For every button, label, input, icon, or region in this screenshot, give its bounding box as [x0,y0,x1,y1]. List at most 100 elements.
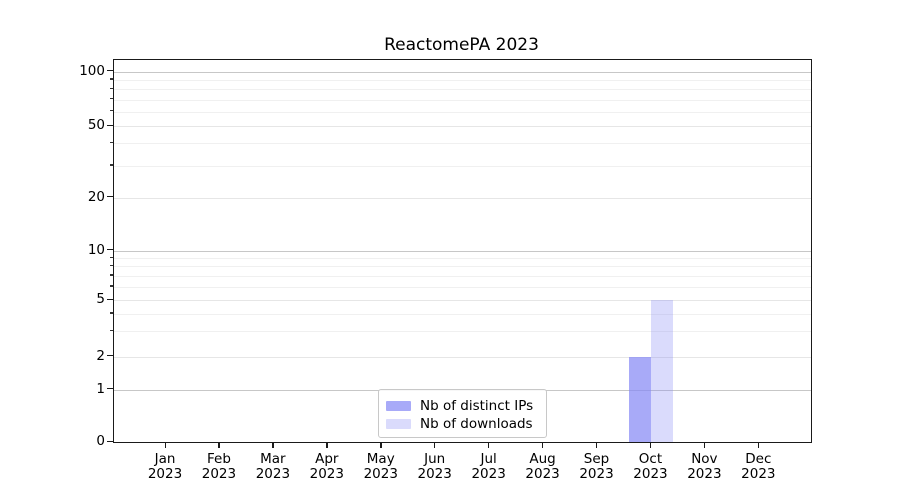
gridline-minor [114,313,811,315]
x-tick-year: 2023 [687,466,722,482]
x-tick-month: Apr [315,451,339,467]
x-tick-year: 2023 [363,466,398,482]
x-tick-label: Jun 2023 [400,452,470,482]
y-axis-minor-tick [109,141,113,144]
x-axis-tick [434,442,436,448]
x-tick-month: Jun [424,451,446,467]
x-tick-label: Nov 2023 [669,452,739,482]
gridline-minor [114,258,811,260]
x-tick-label: Jan 2023 [130,452,200,482]
x-axis-tick [380,442,382,448]
chart-title: ReactomePA 2023 [384,35,539,55]
y-tick-label: 10 [87,241,105,258]
x-tick-month: Aug [529,451,556,467]
y-axis-minor-tick [109,110,113,112]
x-tick-month: Jul [480,451,497,467]
y-axis-tick [107,388,113,390]
gridline-decade [114,71,811,73]
legend-entry-downloads: Nb of downloads [386,415,538,433]
x-tick-label: Jul 2023 [454,452,524,482]
x-axis-tick [218,442,220,448]
legend-label-downloads: Nb of downloads [420,416,533,432]
gridline-minor [114,331,811,333]
x-tick-year: 2023 [525,466,560,482]
y-tick-label: 0 [96,433,105,449]
plot-area [113,59,812,443]
gridline-decade [114,250,811,252]
x-axis-tick [272,442,274,448]
gridline-minor [114,275,811,277]
gridline-minor [114,165,811,167]
y-axis-tick [107,440,113,442]
x-tick-year: 2023 [309,466,344,482]
legend-swatch-downloads-icon [386,419,411,429]
x-tick-year: 2023 [633,466,668,482]
legend-swatch-distinct-ips-icon [386,401,411,411]
y-axis-tick [107,196,113,198]
x-tick-year: 2023 [255,466,291,482]
x-axis-tick [542,442,544,448]
gridline-minor [114,143,811,145]
y-axis-tick [107,355,113,357]
gridline-minor [114,89,811,91]
x-tick-label: Feb 2023 [184,452,254,482]
gridline-minor [114,111,811,113]
bar-downloads [651,300,674,442]
x-tick-label: May 2023 [346,452,416,482]
x-tick-month: Jan [154,451,176,467]
x-tick-label: Dec 2023 [723,452,793,482]
legend: Nb of distinct IPs Nb of downloads [378,389,547,438]
y-tick-label: 2 [96,347,105,364]
y-axis-tick [107,298,113,300]
gridline-major [114,126,811,127]
gridline-minor [114,99,811,101]
x-tick-year: 2023 [201,466,237,482]
gridline-major [114,197,811,199]
x-tick-label: Sep 2023 [562,452,632,482]
y-tick-label: 1 [96,380,105,397]
y-axis-minor-tick [109,98,113,100]
y-axis-tick [107,124,113,126]
gridline-major [114,300,811,301]
y-tick-label: 5 [96,291,105,307]
gridline-major [114,356,811,358]
bar-distinct-ips [629,356,652,442]
y-axis-minor-tick [109,78,113,80]
x-tick-label: Oct 2023 [615,452,685,482]
legend-entry-distinct-ips: Nb of distinct IPs [386,397,538,415]
x-tick-month: Mar [260,451,286,467]
x-tick-month: May [366,451,395,467]
legend-label-distinct-ips: Nb of distinct IPs [420,398,534,414]
x-tick-month: Feb [206,451,231,467]
y-tick-label: 100 [79,62,105,79]
x-tick-month: Oct [638,451,663,467]
y-axis-minor-tick [109,274,113,276]
x-axis-tick [757,442,760,448]
x-tick-label: Aug 2023 [508,452,578,482]
x-axis-tick [649,442,652,448]
x-tick-label: Mar 2023 [238,452,308,482]
x-tick-month: Dec [745,451,772,467]
x-tick-year: 2023 [147,466,183,482]
x-tick-label: Apr 2023 [292,452,362,482]
y-axis-minor-tick [109,87,113,89]
x-tick-year: 2023 [417,466,452,482]
y-axis-minor-tick [109,256,113,258]
x-tick-year: 2023 [579,466,614,482]
x-axis-tick [326,442,328,448]
y-axis-minor-tick [109,285,113,287]
gridline-minor [114,79,811,81]
y-axis-minor-tick [109,329,113,332]
y-axis-minor-tick [109,312,113,314]
x-axis-tick [703,442,706,448]
x-axis-tick [488,442,490,448]
x-axis-tick [596,442,598,448]
y-axis-tick [107,70,113,72]
x-axis-tick [164,442,166,448]
x-tick-year: 2023 [471,466,506,482]
x-tick-month: Sep [583,451,610,467]
y-axis-tick [107,249,113,251]
y-tick-label: 20 [87,188,105,205]
gridline-minor [114,266,811,268]
